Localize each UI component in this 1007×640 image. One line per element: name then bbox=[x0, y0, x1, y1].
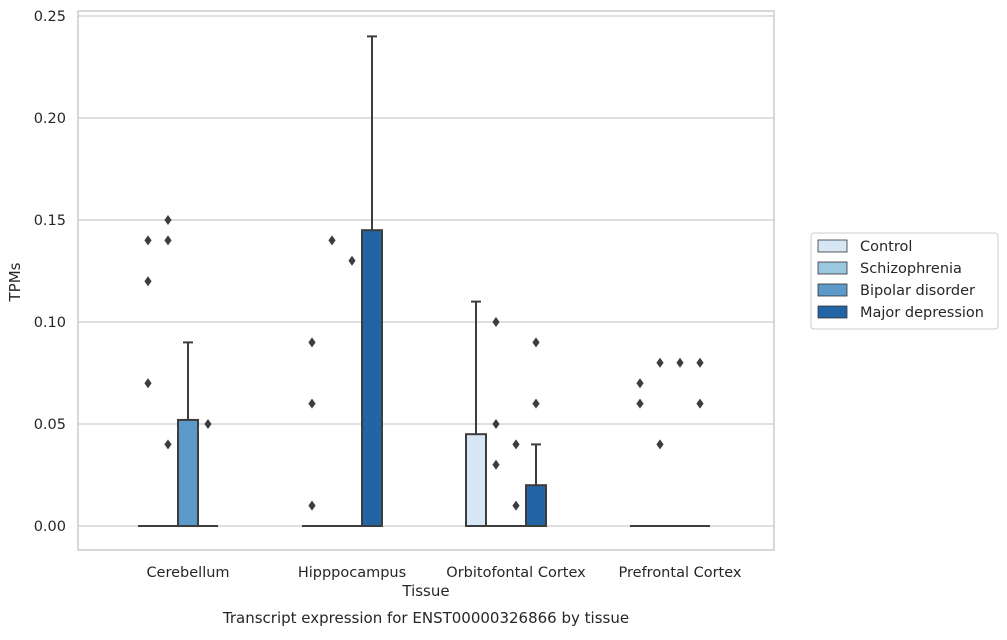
outlier-point bbox=[696, 398, 704, 409]
outlier-point bbox=[532, 398, 540, 409]
outlier-point bbox=[328, 235, 336, 246]
outlier-point bbox=[532, 337, 540, 348]
outlier-point bbox=[308, 500, 316, 511]
box-control bbox=[138, 235, 158, 527]
legend: Control Schizophrenia Bipolar disorder Majo… bbox=[810, 232, 999, 330]
y-tick-label: 0.25 bbox=[34, 9, 66, 25]
outlier-point bbox=[144, 378, 152, 389]
outlier-point bbox=[144, 235, 152, 246]
x-tick-label: Hipppocampus bbox=[298, 565, 406, 581]
outlier-point bbox=[696, 357, 704, 368]
legend-swatch bbox=[817, 261, 848, 275]
box-major-depression bbox=[198, 419, 218, 527]
x-tick-label: Orbitofontal Cortex bbox=[446, 565, 586, 581]
box-body bbox=[465, 433, 487, 528]
y-tick-label: 0.15 bbox=[34, 213, 66, 229]
x-axis-label: Tissue bbox=[401, 582, 449, 600]
box-control bbox=[302, 337, 322, 527]
legend-swatch bbox=[817, 283, 848, 297]
outlier-point bbox=[204, 419, 212, 429]
outlier-point bbox=[492, 317, 500, 327]
outlier-point bbox=[164, 235, 172, 246]
box-body bbox=[525, 484, 547, 528]
box-schizophrenia bbox=[322, 235, 342, 527]
outlier-point bbox=[144, 276, 152, 287]
x-tick-label: Prefrontal Cortex bbox=[619, 565, 742, 581]
box-major-depression bbox=[525, 337, 547, 528]
y-tick-label: 0.20 bbox=[34, 111, 66, 127]
box-body bbox=[177, 418, 199, 528]
box-bipolar-disorder bbox=[342, 255, 362, 527]
box-bipolar-disorder bbox=[506, 439, 526, 527]
y-tick-label: 0.05 bbox=[34, 417, 66, 433]
box-bipolar-disorder bbox=[177, 341, 199, 528]
outlier-point bbox=[636, 378, 644, 389]
chart-caption: Transcript expression for ENST0000032686… bbox=[222, 609, 629, 627]
legend-frame bbox=[810, 232, 999, 330]
y-tick-labels: 0.00 0.05 0.10 0.15 0.20 0.25 bbox=[34, 9, 66, 535]
legend-label: Schizophrenia bbox=[860, 261, 962, 277]
y-tick-label: 0.00 bbox=[34, 519, 66, 535]
outlier-point bbox=[656, 357, 664, 368]
legend-swatch bbox=[817, 305, 848, 319]
outlier-point bbox=[512, 439, 520, 450]
outlier-point bbox=[492, 419, 500, 429]
outlier-point bbox=[676, 357, 684, 368]
x-tick-labels: Cerebellum Hipppocampus Orbitofontal Corte… bbox=[146, 565, 741, 581]
box-schizophrenia bbox=[486, 317, 506, 527]
box-bipolar-disorder bbox=[670, 357, 690, 527]
outlier-point bbox=[164, 215, 172, 225]
box-control bbox=[465, 300, 487, 528]
box-body bbox=[361, 229, 383, 527]
legend-label: Bipolar disorder bbox=[860, 283, 975, 299]
outlier-point bbox=[492, 459, 500, 470]
y-axis-label: TPMs bbox=[6, 262, 24, 302]
boxes bbox=[138, 35, 710, 528]
box-major-depression bbox=[690, 357, 710, 527]
outlier-point bbox=[512, 500, 520, 511]
legend-label: Control bbox=[860, 239, 912, 255]
x-tick-label: Cerebellum bbox=[146, 565, 229, 581]
box-major-depression bbox=[361, 35, 383, 527]
legend-items: Control Schizophrenia Bipolar disorder Majo… bbox=[817, 239, 984, 321]
outlier-point bbox=[636, 398, 644, 409]
outlier-point bbox=[308, 337, 316, 348]
legend-label: Major depression bbox=[860, 305, 984, 321]
legend-swatch bbox=[817, 239, 848, 253]
box-control bbox=[630, 378, 650, 527]
box-schizophrenia bbox=[158, 215, 178, 527]
outlier-point bbox=[656, 439, 664, 450]
y-tick-label: 0.10 bbox=[34, 315, 66, 331]
box-schizophrenia bbox=[650, 357, 670, 527]
outlier-point bbox=[348, 255, 356, 266]
outlier-point bbox=[164, 439, 172, 450]
outlier-point bbox=[308, 398, 316, 409]
